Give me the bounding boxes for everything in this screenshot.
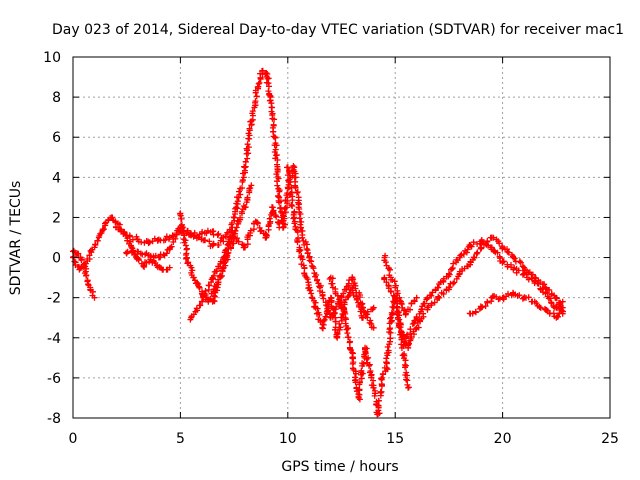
series-markers: [284, 164, 427, 418]
y-tick-label: -4: [47, 331, 61, 347]
series-track-G: [209, 204, 283, 305]
y-tick-label: -8: [47, 411, 61, 427]
series-track-L: [381, 274, 412, 391]
y-tick-label: -2: [47, 291, 61, 307]
y-tick-label: 4: [52, 170, 61, 186]
y-tick-label: 2: [52, 210, 61, 226]
series-track-K: [381, 252, 420, 318]
y-tick-label: 6: [52, 130, 61, 146]
series-markers: [381, 274, 412, 391]
y-tick-label: 10: [43, 50, 61, 66]
series-track-N: [424, 234, 566, 317]
y-tick-label: 8: [52, 90, 61, 106]
series-markers: [402, 237, 566, 342]
series-track-F: [187, 182, 255, 323]
series-track-H: [284, 164, 427, 418]
series-markers: [70, 247, 98, 301]
series-markers: [187, 182, 255, 323]
x-tick-label: 25: [601, 431, 619, 447]
series-track-B: [70, 247, 98, 301]
y-tick-label: 0: [52, 251, 61, 267]
series-track-O: [466, 289, 566, 321]
grid-lines: [73, 57, 610, 418]
plot-frame: [72, 56, 611, 419]
series-markers: [381, 252, 420, 318]
series-track-J: [326, 274, 377, 321]
series-markers: [466, 289, 566, 321]
data-series: [70, 67, 566, 418]
series-markers: [424, 234, 566, 317]
series-markers: [209, 204, 283, 305]
x-tick-label: 10: [279, 431, 297, 447]
x-tick-label: 0: [69, 431, 78, 447]
series-markers: [326, 274, 377, 321]
y-tick-label: -6: [47, 371, 61, 387]
chart-title: Day 023 of 2014, Sidereal Day-to-day VTE…: [52, 22, 624, 38]
x-tick-label: 20: [494, 431, 512, 447]
x-tick-label: 15: [386, 431, 404, 447]
series-track-M: [402, 237, 566, 342]
y-axis-label: SDTVAR / TECUs: [8, 181, 24, 296]
x-tick-label: 5: [176, 431, 185, 447]
x-axis-label: GPS time / hours: [281, 459, 398, 475]
axis-ticks: 0 5 10 15 20 25 -8 -6 -4 -2 0 2 4 6 8 10: [43, 50, 619, 447]
